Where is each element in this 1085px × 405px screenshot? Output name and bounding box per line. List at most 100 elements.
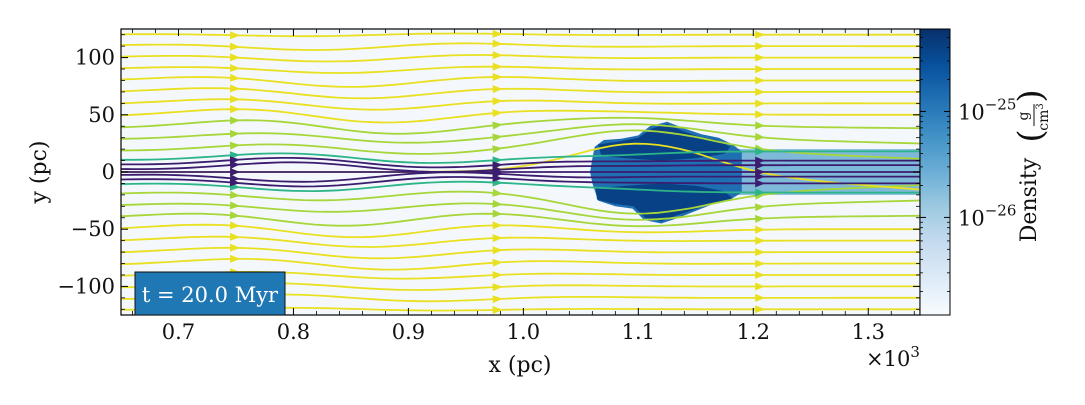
streamline	[121, 65, 920, 74]
plot-area	[120, 28, 921, 316]
time-annotation-box	[134, 271, 286, 316]
streamline-arrow	[229, 190, 241, 199]
streamline	[121, 54, 920, 63]
streamline-core	[121, 161, 920, 173]
streamline-arrow	[492, 133, 503, 142]
colorbar-gradient	[919, 28, 951, 316]
colorbar-tick-label: 10−26	[958, 201, 1016, 230]
streamline-arrow	[755, 42, 766, 51]
colorbar-label-text: Density	[1017, 157, 1042, 242]
colorbar-units-denominator-exponent: 3	[1035, 103, 1046, 109]
x-tick-label: 1.1	[622, 320, 655, 344]
streamline-arrow	[229, 211, 241, 220]
streamline-arrow	[230, 243, 241, 252]
streamline-arrow	[229, 141, 241, 150]
streamline	[121, 42, 920, 51]
cloud-core-lower	[595, 183, 733, 222]
y-axis: 100 50 0 −50 −100	[57, 34, 920, 310]
x-axis-multiplier-exponent: 3	[910, 343, 920, 361]
x-tick-label: 0.9	[392, 320, 425, 344]
streamline-arrow	[755, 214, 766, 223]
streamline-arrow	[492, 234, 503, 243]
streamline-arrow	[492, 258, 503, 267]
streamline-arrow	[754, 203, 766, 212]
streamline-arrow	[229, 201, 241, 210]
x-tick-label: 1.3	[852, 320, 885, 344]
colorbar-tick-exponent: −26	[985, 201, 1017, 219]
streamline-arrow	[492, 173, 503, 182]
x-tick-label: 1.0	[507, 320, 540, 344]
streamline-arrow	[492, 145, 503, 154]
y-tick-label: −100	[57, 274, 115, 298]
time-annotation-text: t = 20.0 Myr	[142, 283, 279, 307]
y-tick-label: −50	[71, 217, 115, 241]
streamline-arrow	[492, 271, 503, 280]
streamline-arrow	[229, 84, 241, 93]
streamline-arrow	[492, 246, 503, 255]
colorbar-paren-left: (	[1011, 129, 1051, 142]
time-annotation: t = 20.0 Myr	[134, 271, 286, 316]
streamline	[121, 212, 920, 228]
streamline-arrow	[755, 248, 766, 257]
y-tick-label: 0	[102, 160, 115, 184]
streamlines	[121, 29, 920, 314]
y-tick-label: 100	[75, 46, 115, 70]
x-axis-multiplier-base: ×10	[866, 347, 910, 371]
streamline-arrow	[492, 295, 503, 304]
streamline-arrow	[755, 121, 766, 130]
streamline-arrow	[755, 259, 766, 268]
streamline-arrow	[755, 76, 766, 85]
streamline	[121, 235, 920, 248]
streamline-arrow	[229, 129, 241, 138]
streamline-arrow	[755, 188, 766, 197]
streamline-arrow	[755, 110, 766, 119]
x-tick-label: 1.2	[737, 320, 770, 344]
streamline-arrow	[229, 53, 241, 62]
streamline-arrow	[230, 168, 241, 176]
streamline	[121, 258, 920, 271]
streamline-arrow	[229, 161, 241, 170]
streamline-arrow	[230, 105, 241, 114]
streamline	[121, 98, 920, 111]
streamline	[121, 246, 920, 260]
streamline-arrow	[230, 254, 241, 263]
streamline-arrow	[492, 39, 503, 48]
streamline-arrow	[755, 293, 766, 302]
streamline-arrow	[754, 132, 766, 141]
streamline-arrow	[492, 97, 503, 106]
streamline-arrow	[492, 283, 503, 292]
streamline-arrow	[229, 63, 241, 72]
x-tick-label: 0.7	[162, 320, 195, 344]
streamline-arrow	[229, 232, 241, 241]
streamline-arrow	[492, 188, 503, 197]
streamline-arrow	[755, 179, 766, 188]
streamline-arrow	[229, 42, 241, 51]
streamline-arrow	[229, 95, 241, 104]
streamline-core	[121, 176, 920, 188]
streamline	[121, 108, 920, 124]
streamline-arrow	[755, 305, 766, 314]
streamline-arrow	[755, 147, 766, 156]
streamline-arrow	[755, 30, 766, 39]
streamline-arrow	[755, 65, 766, 74]
streamline-arrow	[755, 225, 766, 234]
streamline-arrow	[492, 121, 503, 130]
colorbar-units-denominator-base: cm	[1036, 110, 1052, 131]
colorbar-tick-exponent: −25	[985, 95, 1017, 113]
streamline-arrow	[755, 99, 766, 108]
streamline-core	[121, 180, 920, 194]
streamline-arrow	[755, 161, 766, 170]
streamline-arrow	[755, 271, 766, 280]
streamline-arrow	[492, 209, 503, 218]
streamline-arrow	[755, 282, 766, 291]
streamline-arrow	[492, 51, 503, 60]
streamline	[121, 76, 920, 88]
streamline-arrow	[492, 109, 503, 118]
colorbar-paren-right: )	[1011, 89, 1051, 102]
streamline	[121, 116, 920, 135]
colorbar-units-denominator: cm3	[1035, 103, 1052, 131]
streamline-arrow	[230, 116, 241, 125]
streamline-arrow	[492, 62, 503, 71]
streamline	[121, 123, 920, 145]
